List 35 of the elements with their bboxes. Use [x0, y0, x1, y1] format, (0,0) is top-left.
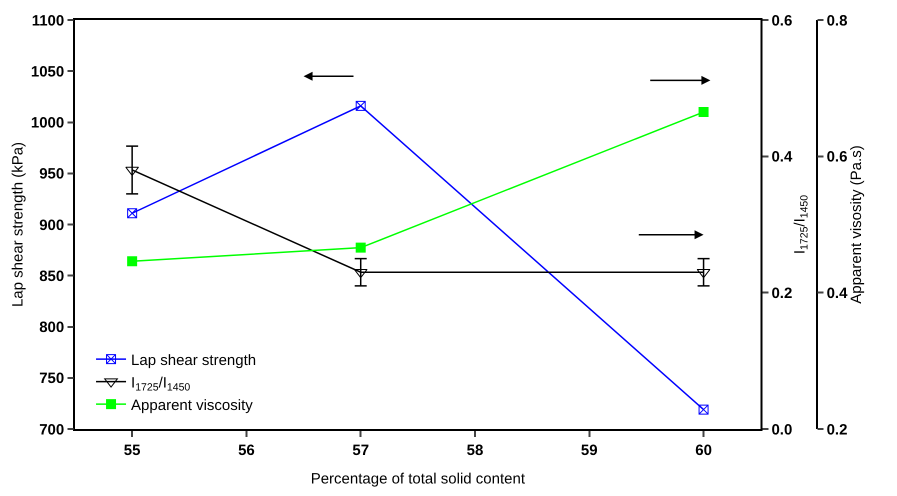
- x-tick-label: 57: [352, 442, 370, 459]
- legend-label: I$_{1725}$/I$_{1450}$: [131, 374, 190, 394]
- y3-tick-label: 0.8: [826, 12, 848, 30]
- point: [127, 256, 138, 266]
- y-tick-label: 700: [39, 421, 64, 438]
- y2-tick-label: 0.0: [771, 421, 792, 438]
- y3-tick-label: 0.6: [826, 148, 848, 166]
- y-tick-label: 1100: [32, 12, 64, 30]
- x-tick-label: 60: [695, 442, 712, 459]
- point: [127, 208, 138, 218]
- point: [698, 404, 709, 415]
- point: [356, 100, 366, 111]
- y-tick-label: 950: [39, 166, 64, 183]
- x-tick-label: 56: [238, 442, 255, 459]
- y-tick-label: 750: [39, 370, 64, 388]
- y3-tick-label: 0.4: [826, 284, 848, 302]
- y2-tick-label: 0.2: [771, 284, 792, 302]
- y3-axis-title: Apparent visosity (Pa.s): [848, 145, 866, 304]
- y-tick-label: 1000: [30, 114, 64, 132]
- x-tick-label: 59: [580, 442, 598, 459]
- y2-tick-label: 0.4: [771, 148, 793, 166]
- y-tick-label: 900: [39, 216, 64, 234]
- x-axis-title: Percentage of total solid content: [310, 470, 526, 488]
- y-axis-title: Lap shear strength (kPa): [10, 142, 27, 308]
- y-tick-label: 800: [39, 319, 64, 336]
- y2-tick-label: 0.6: [771, 12, 792, 30]
- legend-label: Lap shear strength: [131, 352, 256, 369]
- point: [698, 107, 709, 118]
- x-tick-label: 55: [124, 442, 140, 459]
- y-tick-label: 850: [39, 268, 64, 285]
- y-tick-label: 1050: [30, 63, 64, 80]
- y3-tick-label: 0.2: [826, 421, 848, 438]
- x-tick-label: 58: [466, 442, 484, 459]
- point: [356, 242, 366, 253]
- legend-label: Apparent viscosity: [131, 396, 254, 414]
